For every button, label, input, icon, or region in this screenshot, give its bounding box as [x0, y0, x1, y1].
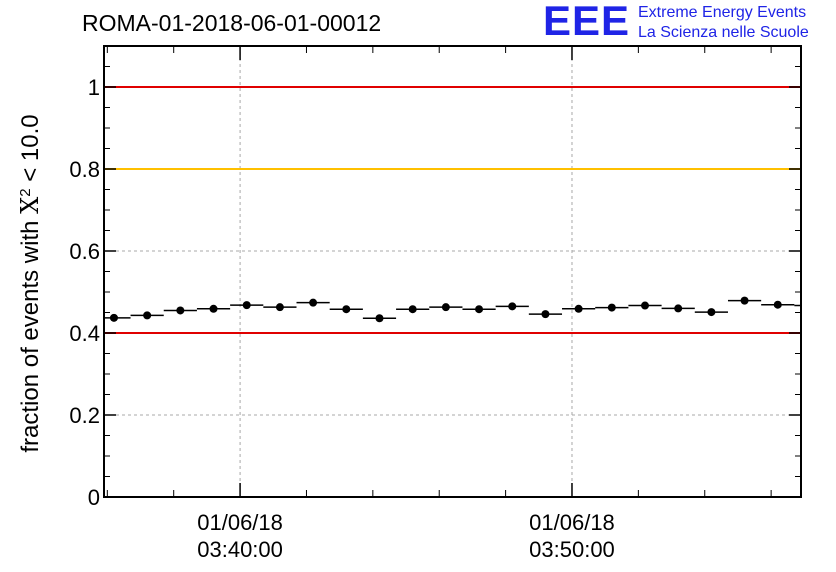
data-point	[674, 304, 683, 313]
x-tick-label-time: 03:50:00	[529, 537, 615, 562]
y-tick-label: 0.4	[69, 321, 100, 346]
data-point	[109, 313, 118, 322]
grid-lines	[104, 46, 801, 497]
data-point	[408, 305, 417, 314]
data-point	[508, 302, 517, 311]
logo-tagline-2: La Scienza nelle Scuole	[638, 24, 809, 41]
x-tick-label-date: 01/06/18	[529, 510, 615, 535]
plot-frame	[103, 45, 802, 498]
data-point	[176, 306, 185, 315]
data-point	[209, 304, 218, 313]
axis-ticks: 00.20.40.60.8101/06/1803:40:0001/06/1803…	[69, 45, 801, 562]
data-point	[275, 303, 284, 312]
data-point	[707, 308, 716, 317]
x-tick-label-time: 03:40:00	[197, 537, 283, 562]
y-tick-label: 0.6	[69, 239, 100, 264]
svg-text:fraction of events with X2 < 1: fraction of events with X2 < 10.0	[16, 114, 44, 452]
data-point	[242, 301, 251, 310]
data-point	[441, 303, 450, 312]
reference-lines	[104, 86, 801, 334]
data-point	[807, 302, 815, 310]
eee-logo: EEE Extreme Energy Events La Scienza nel…	[543, 0, 833, 46]
y-tick-label: 0.8	[69, 157, 100, 182]
data-point	[309, 298, 318, 307]
logo-tagline-1: Extreme Energy Events	[638, 4, 807, 21]
y-tick-label: 1	[88, 75, 100, 100]
y-tick-label: 0	[88, 485, 100, 510]
data-point	[641, 301, 650, 310]
series-markers	[104, 296, 815, 323]
x-tick-label-date: 01/06/18	[197, 510, 283, 535]
data-point	[342, 305, 351, 314]
data-point	[574, 304, 583, 313]
logo-mark: EEE	[543, 0, 631, 44]
data-point	[475, 305, 484, 314]
data-point	[375, 314, 384, 323]
data-point	[773, 300, 782, 309]
data-point	[740, 296, 749, 305]
y-axis-label: fraction of events with X2 < 10.0	[16, 114, 44, 452]
data-point	[607, 303, 616, 312]
data-point	[541, 310, 550, 319]
y-tick-label: 0.2	[69, 403, 100, 428]
data-series	[104, 296, 815, 323]
data-point	[143, 311, 152, 320]
chart-title: ROMA-01-2018-06-01-00012	[82, 10, 382, 36]
